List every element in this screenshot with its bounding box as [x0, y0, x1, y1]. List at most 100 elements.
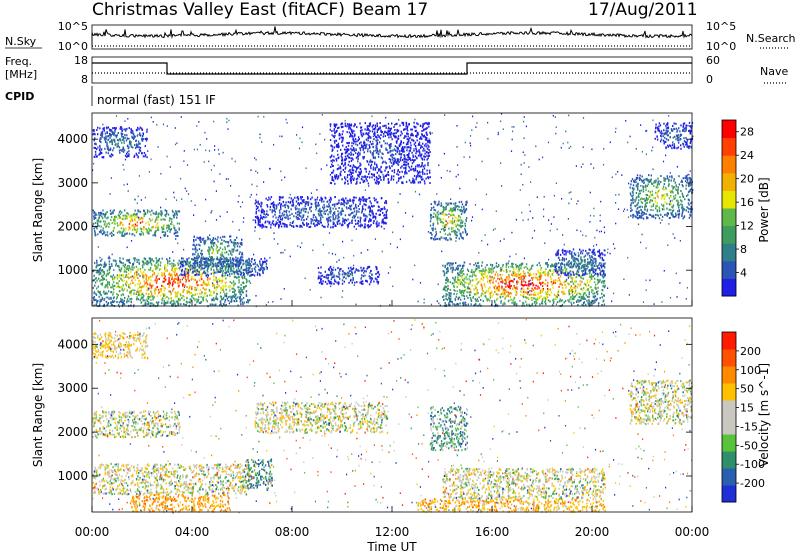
- scatter-cell: [478, 265, 480, 268]
- scatter-cell: [179, 262, 182, 265]
- scatter-cell: [188, 286, 191, 289]
- scatter-cell: [123, 299, 125, 302]
- scatter-cell: [173, 227, 175, 229]
- scatter-cell: [590, 301, 592, 304]
- scatter-cell: [649, 195, 651, 198]
- scatter-cell: [474, 303, 477, 306]
- scatter-cell: [236, 271, 238, 274]
- scatter-cell: [445, 238, 447, 241]
- scatter-cell: [96, 227, 98, 230]
- scatter-cell: [219, 261, 222, 264]
- scatter-cell: [651, 215, 653, 218]
- scatter-cell: [461, 203, 464, 206]
- scatter-cell: [184, 277, 187, 280]
- scatter-cell: [358, 224, 360, 227]
- scatter-cell: [192, 262, 194, 265]
- scatter-cell: [583, 265, 585, 268]
- scatter-cell: [193, 274, 196, 277]
- scatter-cell: [240, 261, 242, 264]
- scatter-cell: [224, 260, 226, 263]
- scatter-cell: [92, 224, 94, 227]
- scatter-cell: [221, 242, 223, 245]
- scatter-cell: [602, 259, 605, 262]
- scatter-cell: [570, 281, 572, 283]
- scatter-cell: [203, 272, 205, 275]
- scatter-cell: [262, 225, 264, 227]
- scatter-cell: [258, 223, 261, 226]
- scatter-cell: [185, 273, 187, 276]
- scatter-cell: [525, 291, 527, 294]
- scatter-cell: [637, 211, 639, 214]
- scatter-cell: [459, 283, 462, 286]
- scatter-cell: [434, 235, 436, 238]
- scatter-cell: [546, 295, 548, 298]
- scatter-cell: [363, 213, 365, 216]
- scatter-cell: [136, 258, 138, 261]
- scatter-cell: [94, 277, 96, 280]
- scatter-cell: [112, 230, 114, 232]
- scatter-cell: [576, 293, 578, 296]
- scatter-cell: [692, 189, 694, 191]
- scatter-cell: [304, 207, 306, 210]
- scatter-cell: [354, 215, 356, 218]
- scatter-cell: [567, 274, 569, 277]
- scatter-cell: [274, 210, 276, 213]
- scatter-cell: [249, 262, 251, 265]
- scatter-cell: [308, 201, 310, 204]
- scatter-cell: [657, 177, 659, 180]
- scatter-cell: [476, 283, 478, 285]
- scatter-cell: [249, 274, 251, 277]
- scatter-cell: [126, 298, 129, 301]
- scatter-cell: [459, 274, 461, 277]
- scatter-cell: [592, 253, 594, 255]
- scatter-cell: [173, 259, 175, 262]
- scatter-cell: [257, 216, 260, 219]
- scatter-cell: [122, 301, 124, 304]
- scatter-cell: [171, 303, 173, 306]
- scatter-cell: [453, 289, 455, 291]
- scatter-cell: [447, 268, 449, 271]
- scatter-cell: [556, 296, 558, 299]
- scatter-cell: [181, 270, 183, 272]
- scatter-cell: [196, 243, 198, 246]
- scatter-cell: [162, 285, 164, 287]
- scatter-cell: [638, 193, 640, 196]
- scatter-cell: [307, 223, 310, 226]
- scatter-cell: [452, 217, 454, 220]
- scatter-cell: [653, 181, 655, 184]
- scatter-cell: [279, 222, 282, 225]
- scatter-cell: [336, 221, 338, 224]
- scatter-cell: [450, 209, 452, 212]
- scatter-cell: [164, 294, 166, 297]
- scatter-cell: [502, 303, 504, 306]
- scatter-cell: [433, 200, 436, 203]
- scatter-cell: [212, 251, 214, 254]
- scatter-cell: [329, 212, 332, 215]
- scatter-cell: [247, 261, 250, 264]
- scatter-cell: [487, 277, 489, 280]
- scatter-cell: [578, 300, 580, 303]
- scatter-cell: [630, 199, 632, 202]
- scatter-cell: [232, 249, 234, 252]
- scatter-cell: [174, 271, 176, 273]
- scatter-cell: [643, 212, 645, 215]
- scatter-cell: [445, 295, 447, 298]
- scatter-cell: [297, 202, 300, 205]
- scatter-cell: [198, 255, 201, 258]
- scatter-cell: [487, 290, 490, 293]
- scatter-cell: [572, 286, 574, 289]
- scatter-cell: [204, 242, 206, 244]
- scatter-cell: [671, 176, 673, 179]
- scatter-cell: [553, 298, 555, 301]
- scatter-cell: [545, 297, 548, 300]
- scatter-cell: [361, 224, 363, 227]
- scatter-cell: [598, 267, 601, 270]
- scatter-cell: [440, 202, 442, 205]
- scatter-cell: [196, 263, 199, 266]
- scatter-cell: [449, 220, 451, 223]
- scatter-cell: [184, 261, 187, 264]
- scatter-cell: [386, 209, 388, 212]
- scatter-cell: [149, 260, 152, 263]
- scatter-cell: [282, 196, 284, 199]
- scatter-cell: [674, 197, 676, 200]
